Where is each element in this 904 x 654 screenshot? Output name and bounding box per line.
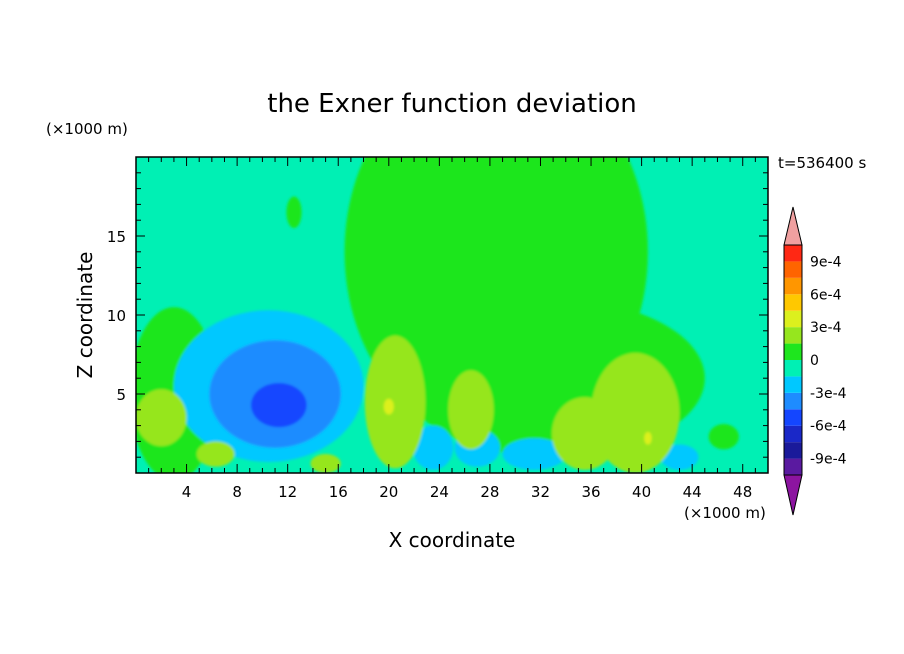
colorbar-band — [784, 458, 802, 475]
x-axis-label: X coordinate — [389, 528, 516, 552]
y-tick-label: 5 — [116, 386, 126, 404]
contour-region — [251, 382, 307, 428]
contour-region — [286, 196, 302, 229]
x-unit-label: (×1000 m) — [684, 504, 766, 522]
contour-region — [136, 389, 187, 447]
colorbar-band — [784, 425, 802, 443]
chart-title: the Exner function deviation — [267, 89, 637, 119]
contour-region — [660, 444, 699, 470]
colorbar-over-triangle — [783, 206, 803, 246]
colorbar-band — [784, 261, 802, 278]
colorbar-tick-label: 6e-4 — [810, 287, 842, 303]
y-axis-label: Z coordinate — [73, 252, 97, 379]
x-tick-label: 16 — [329, 483, 348, 501]
colorbar-band — [784, 360, 802, 377]
x-tick-label: 36 — [581, 483, 600, 501]
plot-area — [136, 157, 768, 473]
y-axis: 5 10 15 — [107, 172, 768, 458]
x-tick-label: 12 — [278, 483, 297, 501]
contour-region — [448, 370, 494, 450]
colorbar-tick-label: -3e-4 — [810, 386, 847, 402]
x-tick-label: 32 — [531, 483, 550, 501]
colorbar-band — [784, 245, 802, 262]
contour-region — [708, 424, 739, 450]
x-tick-label: 20 — [379, 483, 398, 501]
colorbar-tick-label: 3e-4 — [810, 320, 842, 336]
y-tick-label: 15 — [107, 228, 126, 246]
colorbar-under-triangle — [783, 474, 803, 516]
x-tick-label: 24 — [430, 483, 449, 501]
colorbar-tick-label: -9e-4 — [810, 452, 847, 468]
x-axis: 4 8 12 16 20 24 28 32 36 40 44 48 — [148, 157, 756, 501]
contour-region — [551, 397, 618, 470]
x-tick-label: 44 — [683, 483, 702, 501]
contour-region — [310, 454, 341, 473]
colorbar-band — [784, 409, 802, 426]
contour-region — [364, 335, 426, 469]
contour-region — [644, 431, 652, 445]
colorbar-band — [784, 327, 802, 344]
contour-region — [502, 438, 566, 470]
x-tick-label: 40 — [632, 483, 651, 501]
colorbar-band — [784, 392, 802, 410]
contour-region — [383, 398, 394, 415]
colorbar-tick-label: 0 — [810, 353, 819, 369]
x-tick-label: 8 — [232, 483, 242, 501]
x-tick-label: 4 — [182, 483, 192, 501]
colorbar-band — [784, 277, 802, 295]
colorbar-band — [784, 294, 802, 311]
colorbar-tick-label: -6e-4 — [810, 419, 847, 435]
colorbar: 9e-4 6e-4 3e-4 0 -3e-4 -6e-4 -9e-4 — [783, 206, 847, 516]
colorbar-band — [784, 343, 802, 360]
colorbar-band — [784, 310, 802, 328]
colorbar-band — [784, 376, 802, 393]
colorbar-tick-label: 9e-4 — [810, 254, 842, 270]
contour-region — [196, 441, 235, 467]
y-tick-label: 10 — [107, 307, 126, 325]
y-unit-label: (×1000 m) — [46, 120, 128, 138]
colorbar-band — [784, 442, 802, 459]
x-tick-label: 48 — [733, 483, 752, 501]
x-tick-label: 28 — [480, 483, 499, 501]
time-label: t=536400 s — [778, 154, 866, 172]
contour-region — [412, 425, 454, 470]
